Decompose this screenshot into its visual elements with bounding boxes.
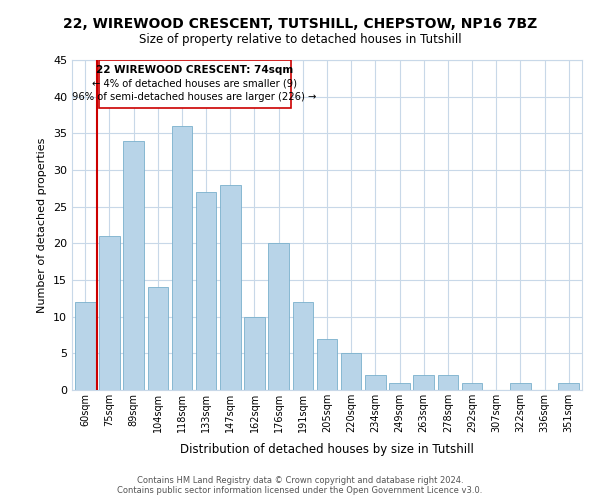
Text: 22, WIREWOOD CRESCENT, TUTSHILL, CHEPSTOW, NP16 7BZ: 22, WIREWOOD CRESCENT, TUTSHILL, CHEPSTO…: [63, 18, 537, 32]
Bar: [220, 184, 241, 390]
Bar: [268, 244, 289, 390]
Bar: [148, 288, 168, 390]
Text: ← 4% of detached houses are smaller (9): ← 4% of detached houses are smaller (9): [92, 78, 297, 88]
Bar: [317, 338, 337, 390]
Bar: [99, 236, 120, 390]
Bar: [365, 376, 386, 390]
X-axis label: Distribution of detached houses by size in Tutshill: Distribution of detached houses by size …: [180, 444, 474, 456]
Text: Size of property relative to detached houses in Tutshill: Size of property relative to detached ho…: [139, 32, 461, 46]
Bar: [293, 302, 313, 390]
Bar: [462, 382, 482, 390]
Bar: [244, 316, 265, 390]
Bar: [124, 140, 144, 390]
FancyBboxPatch shape: [98, 60, 291, 108]
Text: Contains HM Land Registry data © Crown copyright and database right 2024.
Contai: Contains HM Land Registry data © Crown c…: [118, 476, 482, 495]
Bar: [341, 354, 361, 390]
Bar: [389, 382, 410, 390]
Text: 96% of semi-detached houses are larger (226) →: 96% of semi-detached houses are larger (…: [73, 92, 317, 102]
Bar: [172, 126, 192, 390]
Bar: [196, 192, 217, 390]
Bar: [559, 382, 579, 390]
Y-axis label: Number of detached properties: Number of detached properties: [37, 138, 47, 312]
Text: 22 WIREWOOD CRESCENT: 74sqm: 22 WIREWOOD CRESCENT: 74sqm: [96, 66, 293, 76]
Bar: [437, 376, 458, 390]
Bar: [510, 382, 530, 390]
Bar: [413, 376, 434, 390]
Bar: [75, 302, 95, 390]
